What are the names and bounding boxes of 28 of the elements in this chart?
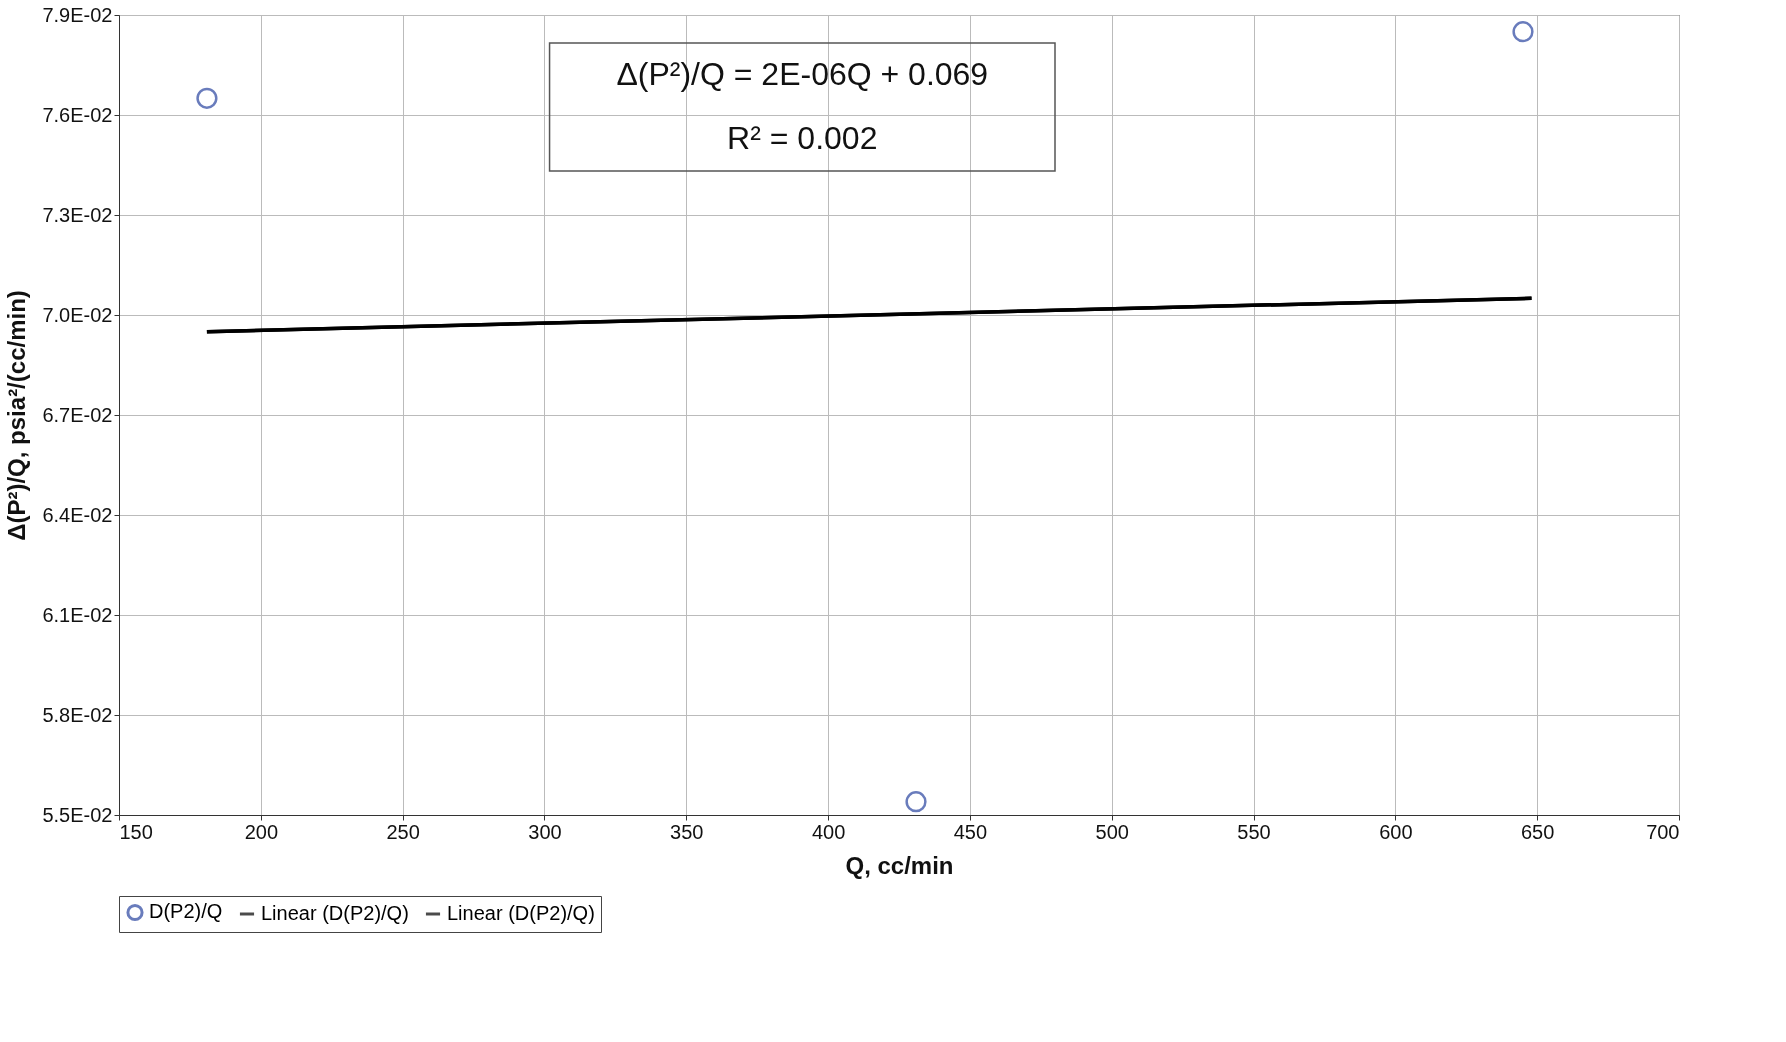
x-tick-label: 550 xyxy=(1237,820,1271,843)
x-tick-label: 450 xyxy=(953,820,988,843)
x-axis-title: Q, cc/min xyxy=(845,851,954,879)
legend-label: Linear (D(P2)/Q) xyxy=(261,902,409,924)
y-tick-label: 6.7E-02 xyxy=(42,403,113,426)
y-tick-label: 7.6E-02 xyxy=(42,103,113,126)
y-tick-label: 5.5E-02 xyxy=(42,803,113,826)
x-tick-label: 650 xyxy=(1520,820,1555,843)
x-tick-label: 250 xyxy=(386,820,420,843)
y-tick-label: 7.0E-02 xyxy=(42,303,113,326)
x-tick-label: 350 xyxy=(670,820,704,843)
x-tick-label: 700 xyxy=(1646,820,1680,843)
y-tick-label: 5.8E-02 xyxy=(42,703,113,726)
annotation: Δ(P²)/Q = 2E-06Q + 0.069 xyxy=(616,56,989,92)
y-tick-label: 7.9E-02 xyxy=(42,3,113,26)
x-tick-label: 300 xyxy=(528,820,562,843)
y-tick-label: 6.4E-02 xyxy=(42,503,113,526)
legend-label: Linear (D(P2)/Q) xyxy=(447,902,595,924)
x-tick-label: 400 xyxy=(811,820,846,843)
x-tick-label: 500 xyxy=(1095,820,1129,843)
x-tick-label: 150 xyxy=(119,820,153,843)
x-tick-label: 600 xyxy=(1379,820,1413,843)
y-axis-title: Δ(P²)/Q, psia²/(cc/min) xyxy=(3,290,31,541)
y-tick-label: 7.3E-02 xyxy=(42,203,113,226)
y-tick-label: 6.1E-02 xyxy=(42,603,113,626)
annotation: R² = 0.002 xyxy=(727,120,878,156)
x-tick-label: 200 xyxy=(244,820,279,843)
legend-label: D(P2)/Q xyxy=(149,900,223,923)
